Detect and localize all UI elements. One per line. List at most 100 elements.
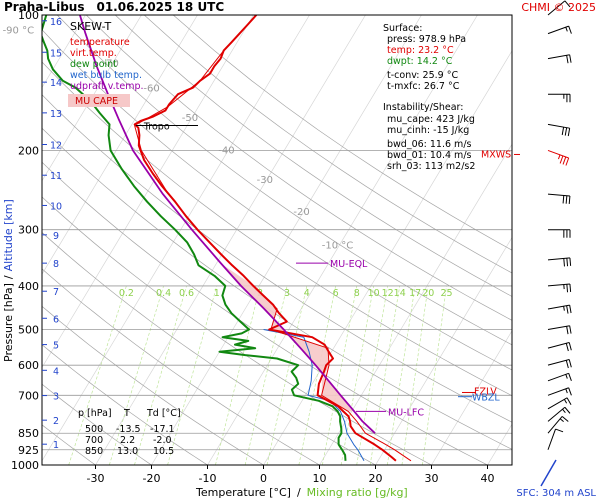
wind-barb-feather [564,406,571,414]
wind-barb-feather [569,305,572,314]
mixing-ratio-label: 0.2 [119,288,134,299]
wind-barb [547,341,572,352]
mixing-ratio-label: 14 [394,288,406,299]
wind-barb [547,325,572,335]
wind-barb-feather [564,0,571,8]
y-axis-title: Pressure [hPa]/Altitude [km] [2,199,15,362]
legend-wet-bulb: wet bulb temp. [70,70,142,81]
altitude-tick-label: 15 [50,48,62,59]
pressure-tick-label: 925 [18,444,39,457]
x-tick-label: 40 [481,472,495,485]
isotherm-label: -60 [143,84,159,95]
mu-eql-label: MU-EQL [330,259,368,270]
wind-barb-feather [557,154,561,160]
wind-barb-feather [568,342,572,351]
isotherm-line [42,15,142,182]
wind-barb [547,123,571,137]
wind-barb-feather [566,397,572,405]
wind-barb-feather [568,25,572,34]
legend-temperature: temperature [70,37,130,48]
x-axis-title: Temperature [°C] / Mixing ratio [g/kg] [195,486,408,499]
wind-barb-feather [565,388,568,394]
legend-mu-cape: MU CAPE [75,96,118,107]
srh-03: srh_03: 113 m2/s2 [387,161,475,172]
table-row-td: -2.0 [153,435,172,446]
mixing-ratio-line [356,285,389,465]
wind-barb-shaft [547,193,570,197]
wind-barb [547,406,571,422]
wind-barb [547,416,569,434]
t-mxfc: t-mxfc: 26.7 °C [387,81,460,92]
wind-barb-feather [561,416,569,422]
mixing-ratio-line [167,285,218,465]
cape-swatch [68,94,130,107]
wind-barb-feather [569,283,572,293]
x-tick-label: 10 [313,472,327,485]
wind-barb-shaft [547,0,566,16]
altitude-tick-label: 10 [50,201,62,212]
isotherm-label: -30 [257,175,273,186]
wind-barb-shaft [547,25,569,35]
dry-adiabat-line [42,29,512,371]
wind-barb [547,372,572,382]
table-row-t: 13.0 [117,446,138,457]
mxws-label: MXWS [481,149,511,160]
mixing-ratio-label: 17 [409,288,421,299]
wind-barb [547,149,570,166]
axes: -30 -20 -10 0 10 20 30 401002003004005006007008… [11,9,495,485]
wind-barb-shaft [547,406,566,422]
series-temperature-line [133,15,397,462]
table-header-td: Td [°C] [146,408,181,419]
wind-barb [547,358,572,369]
isotherm-line [42,15,198,275]
wind-barb-shaft [547,257,570,261]
wind-barb-shaft [547,358,570,366]
copyright: CHMI © 2025 [521,1,596,14]
dry-adiabat-line [172,15,512,251]
wind-barb-feather [565,343,569,352]
altitude-tick-label: 11 [50,171,62,182]
pressure-tick-label: 500 [18,324,39,337]
mixing-ratio-label: 8 [354,288,360,299]
x-tick-label: 30 [425,472,439,485]
wind-barb-feather [565,360,569,369]
sfc-altitude: SFC: 304 m ASL [516,488,596,499]
pressure-tick-label: 200 [18,144,39,157]
wind-barb-feather [568,373,572,381]
legend-title: SKEW-T [70,20,112,33]
surface-dwpt: dwpt: 14.2 °C [387,56,453,67]
wind-barb [547,0,571,16]
wind-barb-feather [567,128,571,137]
wind-barb-shaft [547,123,570,129]
pressure-tick-label: 300 [18,224,39,237]
wind-barb-feather [559,418,564,423]
wind-barb-feather [566,326,569,335]
mixing-ratio-labels: 0.20.40.6123468101214172025 [119,288,453,299]
mixing-ratio-lines [68,285,447,465]
wind-barb-feather [566,55,569,64]
mixing-ratio-line [266,285,308,465]
wind-barb-feather [568,359,572,368]
altitude-tick-label: 6 [53,314,59,325]
isobar-lines [42,15,512,465]
wind-barb-shaft [547,304,570,310]
dry-adiabat-line [85,15,512,321]
table-row-td: -17.1 [150,424,175,435]
mixing-ratio-label: 10 [368,288,380,299]
wind-barb-feather [562,156,567,165]
bwd-01: bwd_01: 10.4 m/s [387,150,472,161]
altitude-tick-label: 5 [53,341,59,352]
isotherm-labels: -90 °C -70 -60 -50 -40 -30 -20 -10 °C [3,26,354,252]
mixing-ratio-label: 6 [333,288,339,299]
mixing-ratio-line [244,285,288,465]
isotherm-line [431,330,512,465]
wind-barb-feather [565,157,570,166]
fzlv-label: FZLV [474,386,497,397]
t-conv: t-conv: 25.9 °C [387,70,458,81]
isotherm-label: -10 °C [322,240,354,251]
table-row-t: -13.5 [116,424,141,435]
wind-barb [547,54,572,64]
mixing-ratio-line [369,285,401,465]
wind-barb [548,93,571,103]
